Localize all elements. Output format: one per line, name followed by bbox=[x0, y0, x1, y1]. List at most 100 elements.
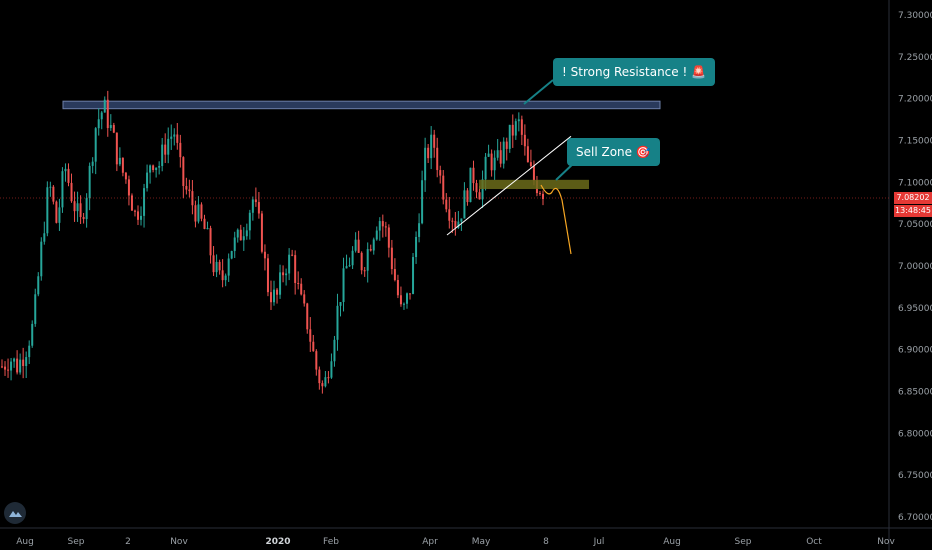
candle-body bbox=[64, 168, 67, 172]
candle-body bbox=[121, 157, 124, 173]
candle-body bbox=[194, 205, 197, 222]
candle-body bbox=[233, 237, 236, 252]
candle-body bbox=[197, 204, 200, 222]
y-tick-label: 7.00000 bbox=[898, 262, 932, 272]
y-tick-label: 7.15000 bbox=[898, 137, 932, 147]
candle-body bbox=[25, 357, 28, 367]
candle-body bbox=[52, 186, 55, 202]
trendline[interactable] bbox=[446, 135, 572, 236]
candle-body bbox=[112, 125, 115, 133]
candle-body bbox=[421, 180, 424, 224]
x-tick-label: Oct bbox=[806, 537, 822, 547]
candle-body bbox=[203, 218, 206, 229]
candle-body bbox=[19, 359, 22, 373]
candle-body bbox=[127, 179, 130, 196]
x-tick-label: 8 bbox=[543, 537, 549, 547]
candle-body bbox=[70, 182, 73, 202]
candle-body bbox=[433, 134, 436, 148]
candle-body bbox=[511, 124, 514, 136]
candle-body bbox=[430, 134, 433, 159]
candle-body bbox=[76, 203, 79, 212]
candle-body bbox=[248, 212, 251, 231]
x-tick-label: Sep bbox=[735, 537, 752, 547]
candle-body bbox=[396, 280, 399, 296]
candle-body bbox=[1, 366, 3, 368]
candle-body bbox=[7, 369, 10, 371]
candle-body bbox=[472, 167, 475, 184]
candle-body bbox=[82, 217, 85, 220]
candle-body bbox=[224, 275, 227, 281]
candle-body bbox=[130, 195, 133, 211]
candle-body bbox=[58, 207, 61, 223]
candle-body bbox=[16, 358, 19, 373]
candle-body bbox=[315, 351, 318, 370]
candle-body bbox=[490, 153, 493, 171]
candle-body bbox=[351, 250, 354, 266]
candle-body bbox=[523, 134, 526, 147]
candle-body bbox=[508, 124, 511, 149]
current-price-label: 7.08202 bbox=[894, 192, 932, 204]
candle-body bbox=[218, 261, 221, 271]
candle-body bbox=[321, 383, 324, 387]
candle-body bbox=[324, 377, 327, 387]
candle-body bbox=[384, 226, 387, 228]
candle-body bbox=[239, 229, 242, 241]
candle-body bbox=[164, 144, 167, 155]
candle-body bbox=[424, 147, 427, 181]
candle-body bbox=[161, 144, 164, 166]
y-tick-label: 7.30000 bbox=[898, 11, 932, 21]
candle-body bbox=[297, 282, 300, 284]
candle-body bbox=[155, 167, 158, 170]
candle-body bbox=[10, 361, 13, 371]
candle-body bbox=[375, 230, 378, 240]
candle-body bbox=[496, 150, 499, 158]
candle-body bbox=[22, 359, 25, 367]
candle-body bbox=[333, 339, 336, 362]
x-tick-label: Nov bbox=[877, 537, 895, 547]
candle-body bbox=[103, 99, 106, 113]
candle-body bbox=[91, 161, 94, 166]
projection-path[interactable] bbox=[540, 184, 572, 255]
candle-body bbox=[517, 119, 520, 122]
candle-body bbox=[381, 221, 384, 227]
candle-body bbox=[478, 192, 481, 200]
candle-body bbox=[242, 236, 245, 241]
candle-body bbox=[37, 276, 40, 295]
resistance-zone[interactable] bbox=[62, 100, 661, 110]
candle-body bbox=[514, 121, 517, 136]
candle-body bbox=[387, 227, 390, 248]
x-tick-label: Sep bbox=[68, 537, 85, 547]
candle-body bbox=[279, 272, 282, 295]
candle-body bbox=[13, 358, 16, 362]
candle-body bbox=[460, 218, 463, 222]
candle-body bbox=[520, 119, 523, 135]
candle-body bbox=[348, 265, 351, 267]
candle-body bbox=[463, 190, 466, 219]
candle-body bbox=[179, 142, 182, 158]
sell-zone[interactable] bbox=[479, 179, 589, 190]
candle-body bbox=[230, 251, 233, 259]
x-tick-label: Aug bbox=[663, 537, 681, 547]
candle-body bbox=[469, 167, 472, 203]
sell-zone-callout[interactable]: Sell Zone 🎯 bbox=[567, 138, 660, 166]
candle-body bbox=[152, 165, 155, 170]
candle-body bbox=[363, 270, 366, 272]
candle-body bbox=[109, 125, 112, 129]
candle-body bbox=[137, 211, 140, 220]
candle-body bbox=[215, 261, 218, 273]
candle-body bbox=[427, 147, 430, 159]
tradingview-logo-icon[interactable] bbox=[4, 502, 26, 524]
candle-body bbox=[493, 157, 496, 171]
candle-body bbox=[393, 269, 396, 281]
candle-body bbox=[257, 202, 260, 214]
strong-resistance-callout[interactable]: ! Strong Resistance ! 🚨 bbox=[553, 58, 716, 86]
candle-body bbox=[538, 193, 541, 195]
candle-body bbox=[399, 295, 402, 305]
candle-body bbox=[354, 239, 357, 251]
candle-body bbox=[484, 156, 487, 180]
candle-body bbox=[170, 136, 173, 139]
candle-body bbox=[300, 283, 303, 295]
x-tick-label: May bbox=[472, 537, 491, 547]
